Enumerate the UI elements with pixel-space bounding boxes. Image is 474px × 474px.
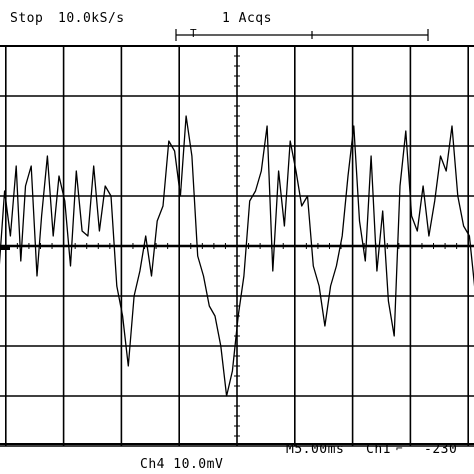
trigger-position-marker: T xyxy=(190,27,198,40)
sample-rate-label: 10.0kS/s xyxy=(58,11,125,26)
trigger-level-label: -230 xyxy=(424,442,458,457)
timebase-label: M5.00ms xyxy=(286,442,345,457)
falling-edge-icon: ⌐ xyxy=(396,442,404,455)
acquisitions-label: 1 Acqs xyxy=(222,11,272,26)
channel-scale-label: Ch4 10.0mV xyxy=(140,457,224,472)
run-state-label: Stop xyxy=(10,11,44,26)
waveform-trace xyxy=(0,115,474,397)
trigger-source-label: Ch1 xyxy=(366,442,391,457)
